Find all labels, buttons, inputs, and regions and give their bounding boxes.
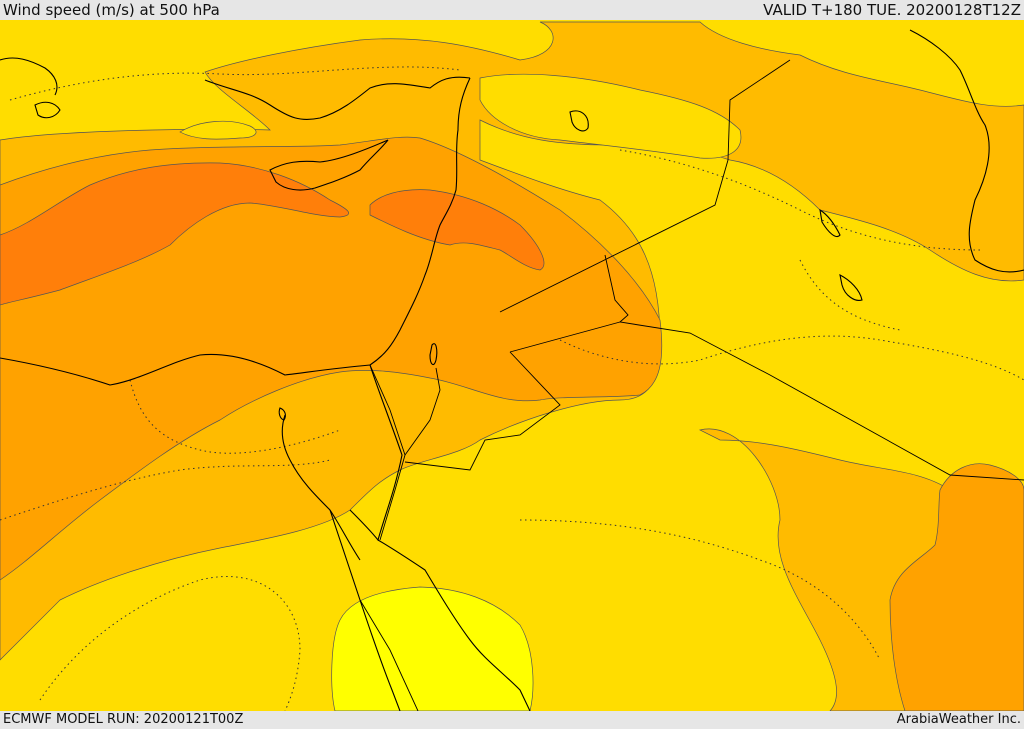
band-light-pocket-ne xyxy=(479,73,742,159)
band-strongest xyxy=(0,162,350,306)
band-light-pocket-west xyxy=(179,120,257,140)
coastlines xyxy=(0,29,1024,711)
band-lightest xyxy=(331,586,534,711)
band-strong-east xyxy=(889,463,1024,711)
map-title: Wind speed (m/s) at 500 hPa xyxy=(3,1,220,19)
footer-bar: ECMWF MODEL RUN: 20200121T00Z ArabiaWeat… xyxy=(0,711,1024,729)
wind-speed-map[interactable] xyxy=(0,20,1024,711)
credit: ArabiaWeather Inc. xyxy=(896,712,1021,727)
dotted-isolines xyxy=(0,66,1024,711)
model-run: ECMWF MODEL RUN: 20200121T00Z xyxy=(3,712,244,727)
valid-time: VALID T+180 TUE. 20200128T12Z xyxy=(763,1,1021,19)
header-bar: Wind speed (m/s) at 500 hPa VALID T+180 … xyxy=(0,0,1024,20)
band-strongest-levant xyxy=(369,189,545,271)
country-borders xyxy=(359,59,1024,711)
